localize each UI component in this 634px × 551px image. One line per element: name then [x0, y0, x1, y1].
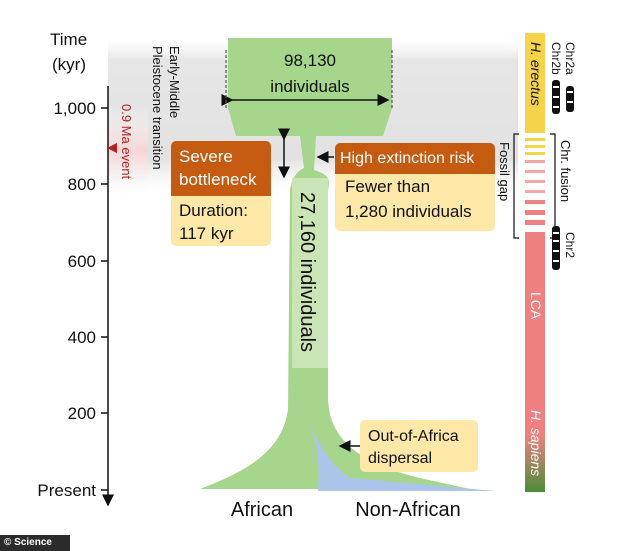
recovered-population-label: 27,160 individuals [296, 192, 318, 352]
african-population-shape [200, 38, 470, 489]
bottleneck-box-seam [171, 188, 271, 196]
fossil-gap-stripes [525, 138, 545, 225]
fossil-gap-label: Fossil gap [497, 142, 512, 201]
lca-bar [525, 232, 545, 492]
tick-label-1000: 1,000 [53, 99, 96, 118]
non-african-population-shape [306, 412, 495, 491]
bottleneck-title-2: bottleneck [179, 170, 257, 189]
event-marker-icon [107, 143, 117, 153]
gap-stripe [525, 200, 545, 204]
transition-label-1: Early-Middle [167, 46, 182, 118]
gap-stripe [525, 190, 545, 193]
erectus-label: H. erectus [528, 42, 544, 106]
science-credit: © Science [0, 535, 70, 551]
gap-stripe [525, 160, 545, 163]
axis-title-time: Time [50, 30, 87, 49]
extinction-box-seam [335, 166, 495, 174]
bottleneck-box-header [171, 141, 271, 193]
dispersal-line-1: Out-of-Africa [368, 428, 459, 445]
lca-label: LCA [528, 292, 544, 320]
ancestral-unit: individuals [270, 77, 349, 96]
fossil-gap-bracket [513, 133, 519, 239]
chr2b-chromosome-icon [552, 80, 560, 114]
tick-label-800: 800 [68, 175, 96, 194]
gap-stripe [525, 210, 545, 215]
chr2a-label: Chr2a [563, 42, 577, 75]
gap-stripe [525, 180, 545, 183]
ancestral-count: 98,130 [284, 51, 336, 70]
gap-stripe [525, 138, 545, 141]
tick-label-200: 200 [68, 404, 96, 423]
non-african-label: Non-African [355, 499, 461, 521]
bottleneck-title-1: Severe [179, 147, 233, 166]
dispersal-box [360, 420, 478, 472]
chr2-label: Chr2 [563, 232, 577, 258]
tick-label-present: Present [37, 481, 96, 500]
event-label: 0.9 Ma event [119, 104, 134, 180]
transition-label-2: Pleistocene transition [150, 46, 165, 170]
extinction-box-body [335, 171, 495, 231]
tick-label-600: 600 [68, 252, 96, 271]
recovered-population-strip [292, 178, 328, 368]
gap-stripe [525, 145, 545, 148]
extinction-body-2: 1,280 individuals [345, 202, 472, 221]
bottleneck-body-1: Duration: [179, 201, 248, 220]
chr2b-label: Chr2b [549, 42, 563, 75]
chr2-chromosome-icon [552, 226, 560, 270]
bottleneck-box-body [171, 193, 271, 246]
sapiens-label: H. sapiens [528, 410, 544, 476]
gap-stripe [525, 220, 545, 225]
extinction-box-header [335, 143, 495, 171]
african-label: African [231, 499, 293, 521]
time-axis-ticks: 1,000 800 600 400 200 Present [37, 99, 108, 500]
gap-stripe [525, 152, 545, 155]
erectus-bar [525, 33, 545, 133]
fusion-label: Chr. fusion [558, 140, 573, 202]
gap-stripe [525, 170, 545, 173]
extinction-body-1: Fewer than [345, 177, 430, 196]
extinction-title: High extinction risk [340, 150, 475, 167]
bottleneck-body-2: 117 kyr [179, 224, 234, 243]
dispersal-line-2: dispersal [368, 450, 432, 467]
tick-label-400: 400 [68, 328, 96, 347]
axis-title-unit: (kyr) [52, 55, 86, 74]
fusion-bracket [550, 133, 556, 239]
chr2a-chromosome-icon [566, 86, 574, 112]
